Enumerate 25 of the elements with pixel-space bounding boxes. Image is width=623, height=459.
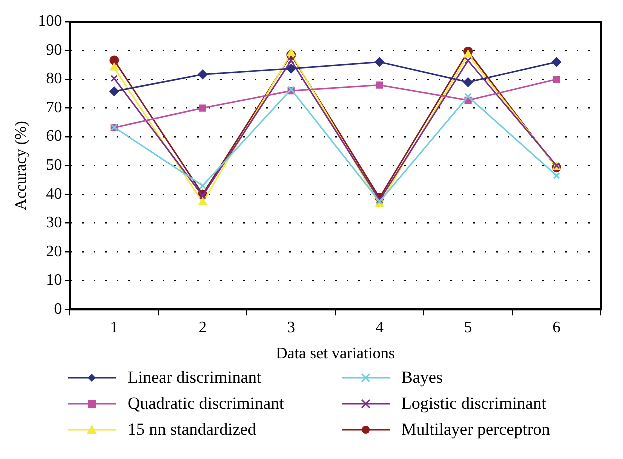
x-tick-label: 3 bbox=[287, 319, 296, 336]
x-tick-label: 6 bbox=[552, 319, 561, 336]
y-tick-label: 40 bbox=[46, 186, 62, 203]
y-tick-label: 0 bbox=[54, 300, 62, 318]
y-tick-label: 30 bbox=[46, 214, 62, 232]
y-tick-label: 20 bbox=[46, 243, 62, 260]
y-tick-label: 80 bbox=[46, 70, 62, 88]
x-tick-label: 1 bbox=[110, 319, 118, 336]
legend-label: Quadratic discriminant bbox=[128, 394, 284, 414]
legend-label: 15 nn standardized bbox=[128, 420, 256, 440]
y-tick-label: 50 bbox=[46, 157, 62, 174]
y-tick-label: 60 bbox=[46, 128, 62, 146]
x-axis-title: Data set variations bbox=[276, 346, 396, 363]
x-tick-label: 2 bbox=[198, 319, 207, 336]
legend-label: Linear discriminant bbox=[128, 368, 262, 388]
y-tick-label: 70 bbox=[46, 99, 62, 116]
y-tick-label: 100 bbox=[38, 13, 62, 30]
y-tick-label: 90 bbox=[46, 42, 62, 59]
x-tick-label: 4 bbox=[376, 319, 384, 336]
y-axis-title: Accuracy (%) bbox=[12, 121, 30, 210]
legend-label: Logistic discriminant bbox=[402, 394, 546, 414]
legend-label: Bayes bbox=[402, 368, 444, 388]
legend-label: Multilayer perceptron bbox=[402, 420, 550, 440]
x-tick-label: 5 bbox=[464, 319, 472, 336]
y-tick-label: 10 bbox=[46, 272, 62, 290]
